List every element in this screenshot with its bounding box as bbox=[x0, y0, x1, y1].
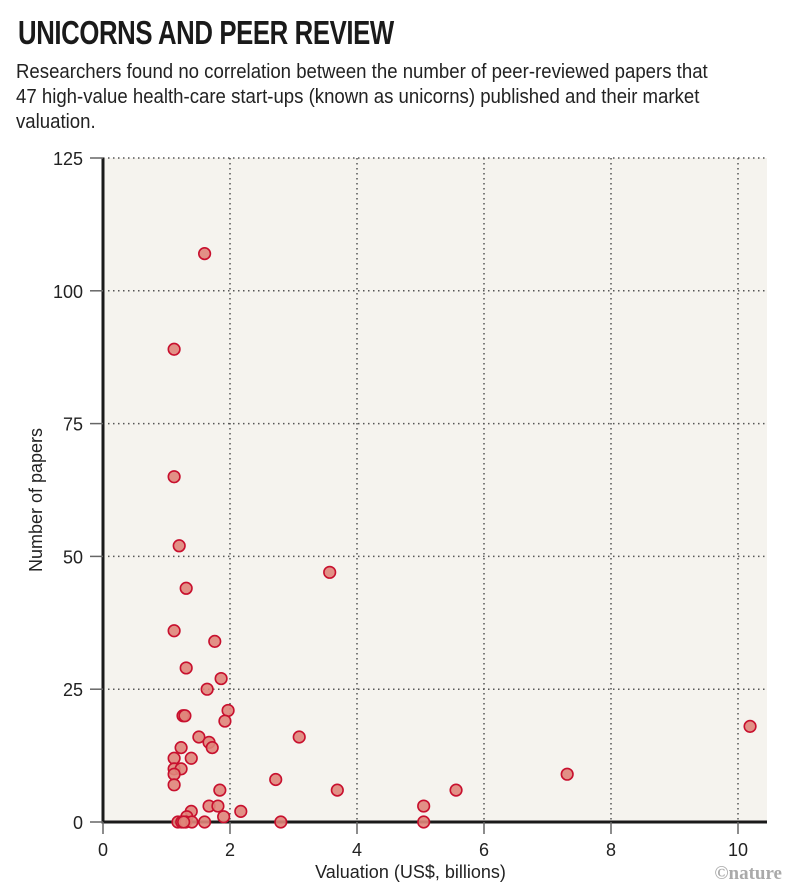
y-tick-label: 75 bbox=[63, 415, 83, 435]
data-point bbox=[179, 581, 193, 595]
data-point bbox=[174, 741, 188, 755]
data-point bbox=[323, 565, 337, 579]
y-tick-label: 0 bbox=[73, 813, 83, 833]
data-point bbox=[292, 730, 306, 744]
data-point bbox=[167, 624, 181, 638]
data-point bbox=[192, 730, 206, 744]
chart-title: UNICORNS AND PEER REVIEW bbox=[18, 14, 394, 51]
axes bbox=[101, 158, 767, 824]
data-point bbox=[198, 815, 212, 829]
data-point bbox=[330, 783, 344, 797]
x-tick-label: 6 bbox=[479, 840, 489, 860]
data-point bbox=[218, 714, 232, 728]
x-axis-ticks: 0 2 4 6 8 10 bbox=[98, 822, 748, 860]
x-tick-label: 0 bbox=[98, 840, 108, 860]
y-tick-label: 50 bbox=[63, 547, 83, 567]
data-point bbox=[743, 719, 757, 733]
data-point bbox=[167, 342, 181, 356]
data-point bbox=[274, 815, 288, 829]
data-point bbox=[167, 778, 181, 792]
y-tick-label: 100 bbox=[53, 282, 83, 302]
plot-background bbox=[103, 158, 767, 822]
y-tick-label: 25 bbox=[63, 680, 83, 700]
data-point bbox=[205, 741, 219, 755]
data-point bbox=[178, 709, 192, 723]
data-point bbox=[213, 783, 227, 797]
data-point bbox=[217, 810, 231, 824]
x-tick-label: 2 bbox=[225, 840, 235, 860]
y-axis-ticks: 0 25 50 75 100 125 bbox=[53, 149, 103, 833]
data-point bbox=[269, 772, 283, 787]
data-point bbox=[177, 815, 191, 829]
data-point bbox=[417, 799, 431, 813]
data-point bbox=[449, 783, 463, 797]
data-point bbox=[167, 470, 181, 484]
y-axis-title: Number of papers bbox=[26, 428, 46, 572]
data-point bbox=[234, 804, 248, 818]
chart-subtitle: Researchers found no correlation between… bbox=[16, 61, 708, 133]
data-point bbox=[560, 767, 574, 781]
nature-credit-logo: ©nature bbox=[714, 863, 782, 884]
data-point bbox=[198, 247, 212, 261]
data-point bbox=[214, 671, 228, 686]
x-tick-label: 8 bbox=[606, 840, 616, 860]
data-point bbox=[211, 799, 225, 813]
x-tick-label: 4 bbox=[352, 840, 362, 860]
data-point bbox=[184, 751, 198, 765]
x-tick-label: 10 bbox=[728, 840, 748, 860]
data-point bbox=[179, 661, 193, 675]
data-point bbox=[200, 682, 214, 696]
data-point bbox=[221, 703, 235, 718]
x-axis-title: Valuation (US$, billions) bbox=[315, 862, 506, 882]
data-point bbox=[208, 634, 222, 648]
data-points bbox=[167, 247, 757, 829]
y-tick-label: 125 bbox=[53, 149, 83, 169]
data-point bbox=[172, 539, 186, 553]
data-point bbox=[417, 815, 431, 829]
